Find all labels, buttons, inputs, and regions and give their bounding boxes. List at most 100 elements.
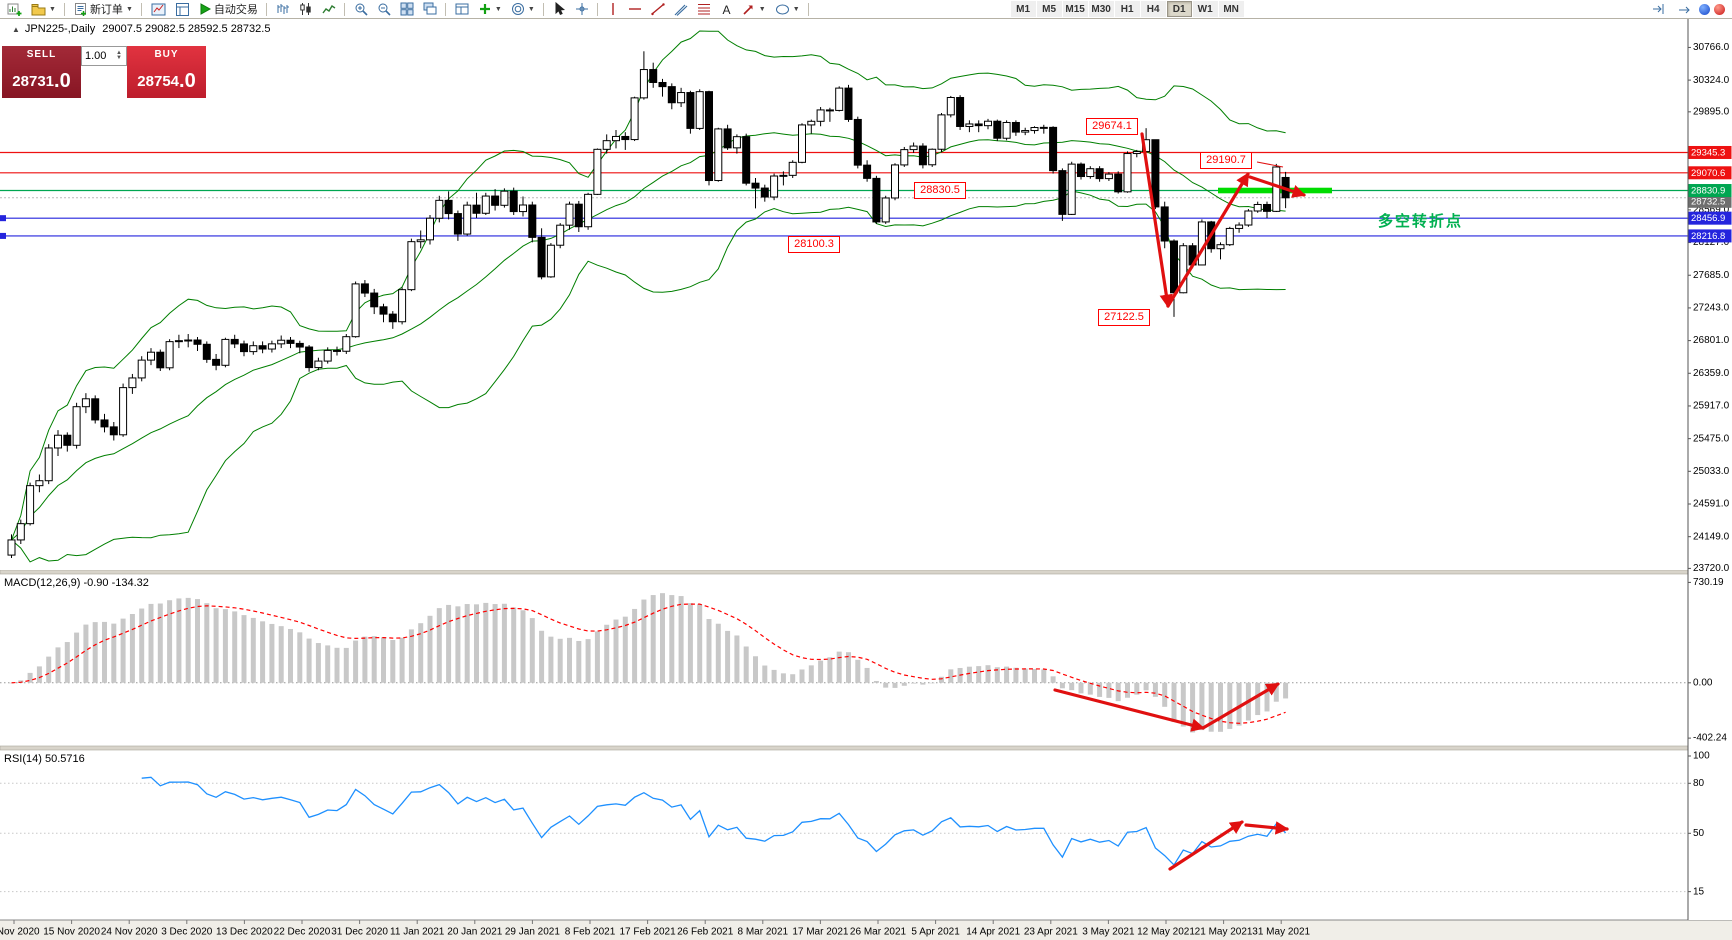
volume-input-box: ▲▼ xyxy=(81,46,127,66)
macd-histogram-bar xyxy=(148,603,154,683)
trendline-button[interactable] xyxy=(647,1,669,18)
crosshair-button[interactable] xyxy=(571,1,593,18)
price-axis-label: 29895.0 xyxy=(1693,106,1730,117)
spinner-up-icon[interactable]: ▲ xyxy=(116,50,122,56)
timeframe-button-m30[interactable]: M30 xyxy=(1088,1,1114,17)
line-handle[interactable] xyxy=(0,215,6,222)
zoom-out-button[interactable] xyxy=(373,1,395,18)
macd-histogram-bar xyxy=(474,604,479,683)
autotrading-label: 自动交易 xyxy=(213,4,258,16)
buy-button[interactable]: BUY 28754.0 xyxy=(127,46,206,98)
candle-body xyxy=(881,197,890,223)
chart-autoscroll-button[interactable] xyxy=(1673,1,1695,18)
timeframe-button-h1[interactable]: H1 xyxy=(1114,1,1140,17)
candle-body xyxy=(1272,166,1281,212)
price-tag-28456.9 xyxy=(1688,211,1732,225)
trend-arrow[interactable] xyxy=(1166,172,1250,308)
timeframe-button-d1[interactable]: D1 xyxy=(1166,1,1192,17)
candle-body xyxy=(863,164,872,179)
timeframe-button-w1[interactable]: W1 xyxy=(1192,1,1218,17)
price-axis[interactable]: 30766.0 30324.0 29895.0 28569.0 28127.0 27685… xyxy=(1687,19,1732,920)
panel-separator[interactable] xyxy=(0,745,1732,751)
chart-shift-button[interactable] xyxy=(1647,1,1669,18)
macd-histogram-bar xyxy=(539,630,545,683)
chart-profiles-button[interactable]: ▼ xyxy=(27,1,60,18)
candle-body xyxy=(184,339,193,342)
turning-point-annotation[interactable]: 多空转折点 xyxy=(1378,213,1464,230)
new-chart-button[interactable] xyxy=(3,1,26,18)
rsi-panel[interactable] xyxy=(0,776,1688,893)
line-chart-button[interactable] xyxy=(318,1,340,18)
timeframe-button-m1[interactable]: M1 xyxy=(1010,1,1036,17)
price-label-29674[interactable]: 29674.1 xyxy=(1086,118,1138,135)
timeframe-button-h4[interactable]: H4 xyxy=(1140,1,1166,17)
bar-chart-button[interactable] xyxy=(272,1,294,18)
macd-histogram-bar xyxy=(846,652,851,683)
tile-windows-button[interactable] xyxy=(396,1,418,18)
price-label-28100[interactable]: 28100.3 xyxy=(788,236,840,253)
candle-body xyxy=(1216,244,1225,250)
trend-arrow[interactable] xyxy=(1053,688,1205,732)
trend-arrow[interactable] xyxy=(1248,175,1306,198)
macd-histogram-bar xyxy=(1236,682,1242,726)
new-order-button[interactable]: 新订单 ▼ xyxy=(70,1,137,18)
candle-body xyxy=(1170,240,1178,294)
auto-arrange-button[interactable] xyxy=(451,1,473,18)
template-button[interactable] xyxy=(171,1,194,18)
bollinger-middle[interactable] xyxy=(11,132,1286,541)
cursor-button[interactable] xyxy=(549,1,570,18)
volume-spinner[interactable]: ▲ ▼ xyxy=(116,50,122,61)
channel-button[interactable] xyxy=(670,1,692,18)
panel-separator[interactable] xyxy=(0,569,1732,575)
time-axis-label: 20 Jan 2021 xyxy=(447,927,502,938)
fibonacci-button[interactable] xyxy=(693,1,715,18)
candle-body xyxy=(221,338,230,366)
macd-histogram-bar xyxy=(250,617,256,683)
indicators-button[interactable]: ▼ xyxy=(474,1,506,18)
chart-plot-area[interactable] xyxy=(0,19,1688,570)
candlestick-chart-button[interactable] xyxy=(295,1,317,18)
bollinger-upper[interactable] xyxy=(11,30,1286,541)
zoom-in-button[interactable] xyxy=(350,1,372,18)
horizontal-line-button[interactable] xyxy=(624,1,646,18)
spinner-down-icon[interactable]: ▼ xyxy=(116,55,122,61)
shapes-tool-button[interactable]: ▼ xyxy=(771,1,804,18)
price-label-29190[interactable]: 29190.7 xyxy=(1200,152,1252,169)
candle-body xyxy=(1067,163,1076,215)
timeframe-button-m5[interactable]: M5 xyxy=(1036,1,1062,17)
trend-arrow[interactable] xyxy=(1201,682,1280,730)
trend-arrow[interactable] xyxy=(1140,132,1173,308)
macd-histogram-bar xyxy=(204,603,210,683)
text-tool-button[interactable]: A xyxy=(716,1,737,18)
timeframe-button-m15[interactable]: M15 xyxy=(1062,1,1088,17)
chart-window-button[interactable] xyxy=(147,1,170,18)
volume-input[interactable] xyxy=(82,50,115,62)
autotrading-button[interactable]: 自动交易 xyxy=(195,1,262,18)
cycles-button[interactable]: ▼ xyxy=(507,1,539,18)
trend-arrow[interactable] xyxy=(1244,821,1290,835)
trend-arrows[interactable] xyxy=(1053,132,1306,871)
arrows-tool-button[interactable]: ▼ xyxy=(738,1,770,18)
macd-histogram-bar xyxy=(641,599,647,683)
cascade-windows-button[interactable] xyxy=(419,1,441,18)
timeframe-button-mn[interactable]: MN xyxy=(1218,1,1244,17)
candle-body xyxy=(612,135,620,142)
main-price-panel[interactable] xyxy=(0,19,1688,570)
price-label-27122[interactable]: 27122.5 xyxy=(1098,309,1150,326)
macd-histogram-bar xyxy=(901,682,907,686)
candle-body xyxy=(63,434,72,446)
macd-histogram-bar xyxy=(1022,668,1028,683)
alert-status-icon[interactable] xyxy=(1714,3,1725,15)
sell-price: 28731.0 xyxy=(12,70,71,92)
connection-status-icon[interactable] xyxy=(1699,3,1710,15)
line-handle[interactable] xyxy=(0,232,6,239)
autotrading-play-icon xyxy=(200,3,211,15)
price-label-28830[interactable]: 28830.5 xyxy=(914,182,966,199)
time-axis-background[interactable] xyxy=(0,920,1732,940)
candle-body xyxy=(1114,173,1123,193)
vertical-line-button[interactable] xyxy=(603,1,623,18)
trend-arrow[interactable] xyxy=(1168,820,1244,871)
sell-button[interactable]: SELL 28731.0 xyxy=(2,46,81,98)
